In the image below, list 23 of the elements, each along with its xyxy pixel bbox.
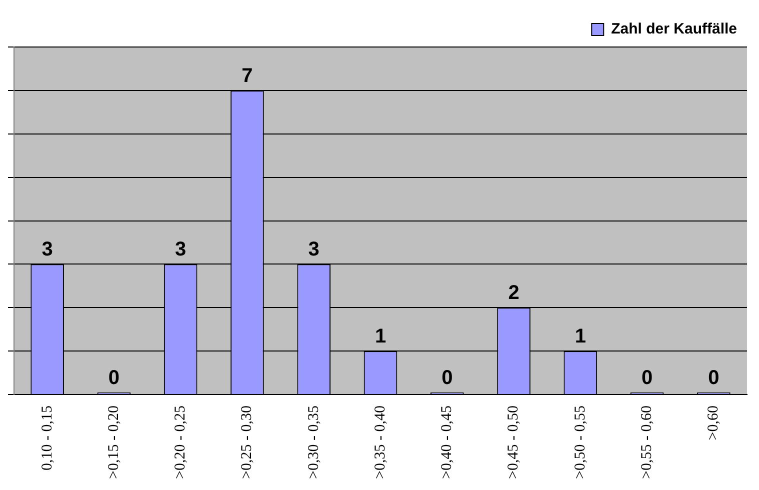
x-tick-label: 0,10 - 0,15	[39, 406, 56, 471]
data-label: 3	[308, 238, 320, 261]
data-label: 2	[508, 282, 520, 304]
data-label: 0	[641, 367, 653, 390]
data-label: 0	[108, 367, 120, 390]
data-label: 7	[242, 64, 253, 87]
data-label: 0	[708, 367, 720, 390]
data-label: 3	[175, 238, 186, 261]
x-tick-label: >0,25 - 0,30	[239, 406, 256, 480]
data-label: 3	[42, 238, 53, 261]
x-tick-label: >0,45 - 0,50	[506, 406, 522, 480]
data-label: 1	[574, 326, 586, 348]
data-label: 1	[374, 326, 386, 348]
x-tick-label: >0,40 - 0,45	[439, 406, 456, 480]
x-tick-label: >0,30 - 0,35	[306, 406, 322, 480]
legend-label: Zahl der Kauffälle	[611, 20, 737, 38]
x-tick-label: >0,50 - 0,55	[572, 406, 588, 480]
x-tick-label: >0,35 - 0,40	[372, 406, 388, 480]
x-tick-label: >0,15 - 0,20	[106, 406, 122, 480]
x-tick-label: >0,55 - 0,60	[638, 406, 655, 480]
data-label: 0	[442, 367, 453, 390]
x-tick-label: >0,60	[706, 406, 722, 440]
x-tick-label: >0,20 - 0,25	[172, 406, 189, 480]
